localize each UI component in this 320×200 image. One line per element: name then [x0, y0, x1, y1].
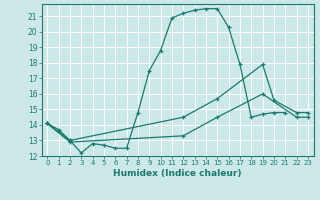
- X-axis label: Humidex (Indice chaleur): Humidex (Indice chaleur): [113, 169, 242, 178]
